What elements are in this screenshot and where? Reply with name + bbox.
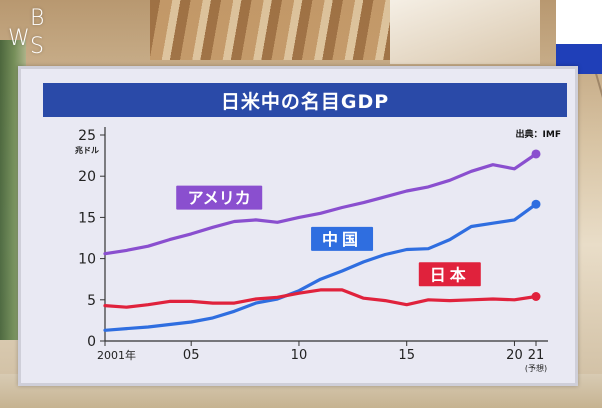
series-end-point-1 — [531, 199, 541, 209]
y-tick-label: 25 — [78, 128, 96, 144]
flag-graphic — [556, 0, 602, 74]
series-line-1 — [103, 202, 538, 332]
x-tick-label: 15 — [398, 348, 415, 363]
x-tick-note: (予想) — [525, 363, 547, 373]
series-line-0 — [103, 152, 538, 256]
series-line-2 — [103, 288, 538, 309]
rope-decoration — [594, 69, 602, 369]
series-label-1: 中国 — [322, 230, 362, 249]
channel-logo: B W S — [6, 6, 54, 64]
series-label-box-2 — [418, 262, 481, 287]
ceiling-beam-decoration — [390, 0, 540, 64]
y-tick-label: 10 — [78, 252, 96, 268]
y-tick-label: 15 — [78, 210, 96, 226]
series-label-box-1 — [311, 226, 374, 251]
x-tick-label: 10 — [291, 348, 308, 363]
chart-title: 日米中の名目GDP — [43, 83, 567, 117]
logo-letter-s: S — [30, 34, 44, 59]
logo-letter-w: W — [8, 26, 30, 51]
series-label-0: アメリカ — [188, 189, 251, 208]
x-tick-label: 20 — [506, 348, 523, 363]
series-end-point-2 — [531, 292, 541, 302]
series-label-2: 日本 — [430, 265, 470, 284]
x-tick-label: 21 — [528, 348, 545, 363]
x-tick-label: 2001年 — [97, 348, 136, 362]
wood-ceiling-decoration — [150, 0, 400, 60]
flag-stripe-white — [556, 0, 602, 44]
y-tick-label: 0 — [87, 334, 96, 350]
series-end-point-0 — [531, 149, 541, 159]
y-axis-unit-label: 兆ドル — [75, 145, 99, 155]
logo-letter-b: B — [30, 6, 45, 31]
chart-board: 日米中の名目GDP 出典：IMF 0 5 10 15 20 25 兆ドル 2001年 05 10 1… — [18, 66, 578, 386]
y-tick-label: 5 — [87, 293, 96, 309]
chart-source: 出典：IMF — [515, 130, 561, 140]
y-tick-label: 20 — [78, 169, 96, 185]
series-label-box-0 — [176, 185, 263, 210]
x-tick-label: 05 — [183, 348, 200, 363]
